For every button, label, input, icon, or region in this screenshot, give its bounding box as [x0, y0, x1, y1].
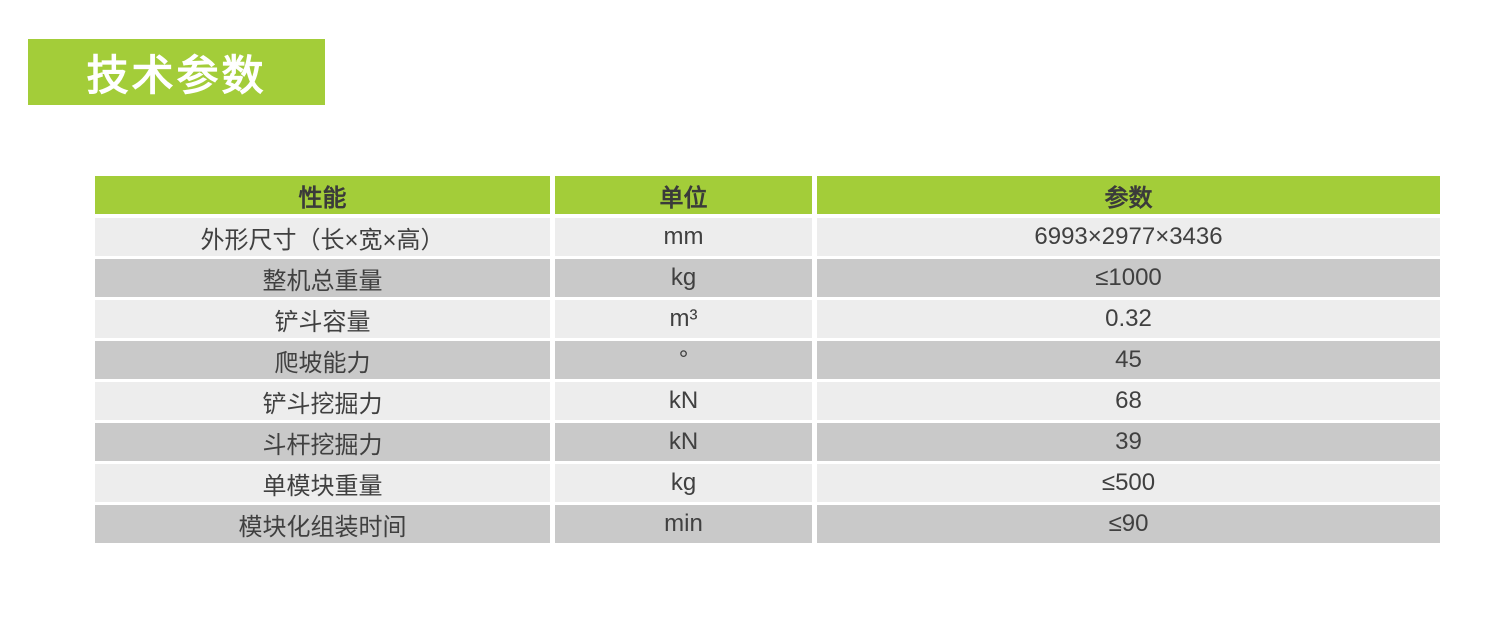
table-row: 模块化组装时间 min ≤90: [95, 505, 1440, 543]
header-cell-unit: 单位: [555, 176, 812, 214]
cell-value: 39: [817, 423, 1440, 461]
cell-value: ≤500: [817, 464, 1440, 502]
cell-value: ≤90: [817, 505, 1440, 543]
cell-property: 铲斗挖掘力: [95, 382, 550, 420]
section-title-banner: 技术参数: [28, 39, 325, 105]
cell-value: 45: [817, 341, 1440, 379]
table-row: 单模块重量 kg ≤500: [95, 464, 1440, 502]
cell-value: 6993×2977×3436: [817, 218, 1440, 256]
cell-property: 单模块重量: [95, 464, 550, 502]
cell-unit: kg: [555, 464, 812, 502]
table-row: 斗杆挖掘力 kN 39: [95, 423, 1440, 461]
table-row: 整机总重量 kg ≤1000: [95, 259, 1440, 297]
table-row: 铲斗挖掘力 kN 68: [95, 382, 1440, 420]
table-row: 外形尺寸（长×宽×高） mm 6993×2977×3436: [95, 218, 1440, 256]
cell-value: 68: [817, 382, 1440, 420]
cell-unit: mm: [555, 218, 812, 256]
cell-value: 0.32: [817, 300, 1440, 338]
header-cell-performance: 性能: [95, 176, 550, 214]
table-row: 铲斗容量 m³ 0.32: [95, 300, 1440, 338]
cell-unit: kg: [555, 259, 812, 297]
cell-unit: min: [555, 505, 812, 543]
cell-value: ≤1000: [817, 259, 1440, 297]
cell-unit: °: [555, 341, 812, 379]
cell-unit: kN: [555, 382, 812, 420]
cell-unit: kN: [555, 423, 812, 461]
cell-property: 铲斗容量: [95, 300, 550, 338]
cell-property: 模块化组装时间: [95, 505, 550, 543]
header-cell-parameter: 参数: [817, 176, 1440, 214]
cell-property: 整机总重量: [95, 259, 550, 297]
cell-property: 爬坡能力: [95, 341, 550, 379]
cell-property: 外形尺寸（长×宽×高）: [95, 218, 550, 256]
spec-table: 性能 单位 参数 外形尺寸（长×宽×高） mm 6993×2977×3436 整…: [95, 176, 1440, 546]
cell-property: 斗杆挖掘力: [95, 423, 550, 461]
section-title: 技术参数: [86, 51, 267, 99]
table-row: 爬坡能力 ° 45: [95, 341, 1440, 379]
table-header-row: 性能 单位 参数: [95, 176, 1440, 214]
cell-unit: m³: [555, 300, 812, 338]
